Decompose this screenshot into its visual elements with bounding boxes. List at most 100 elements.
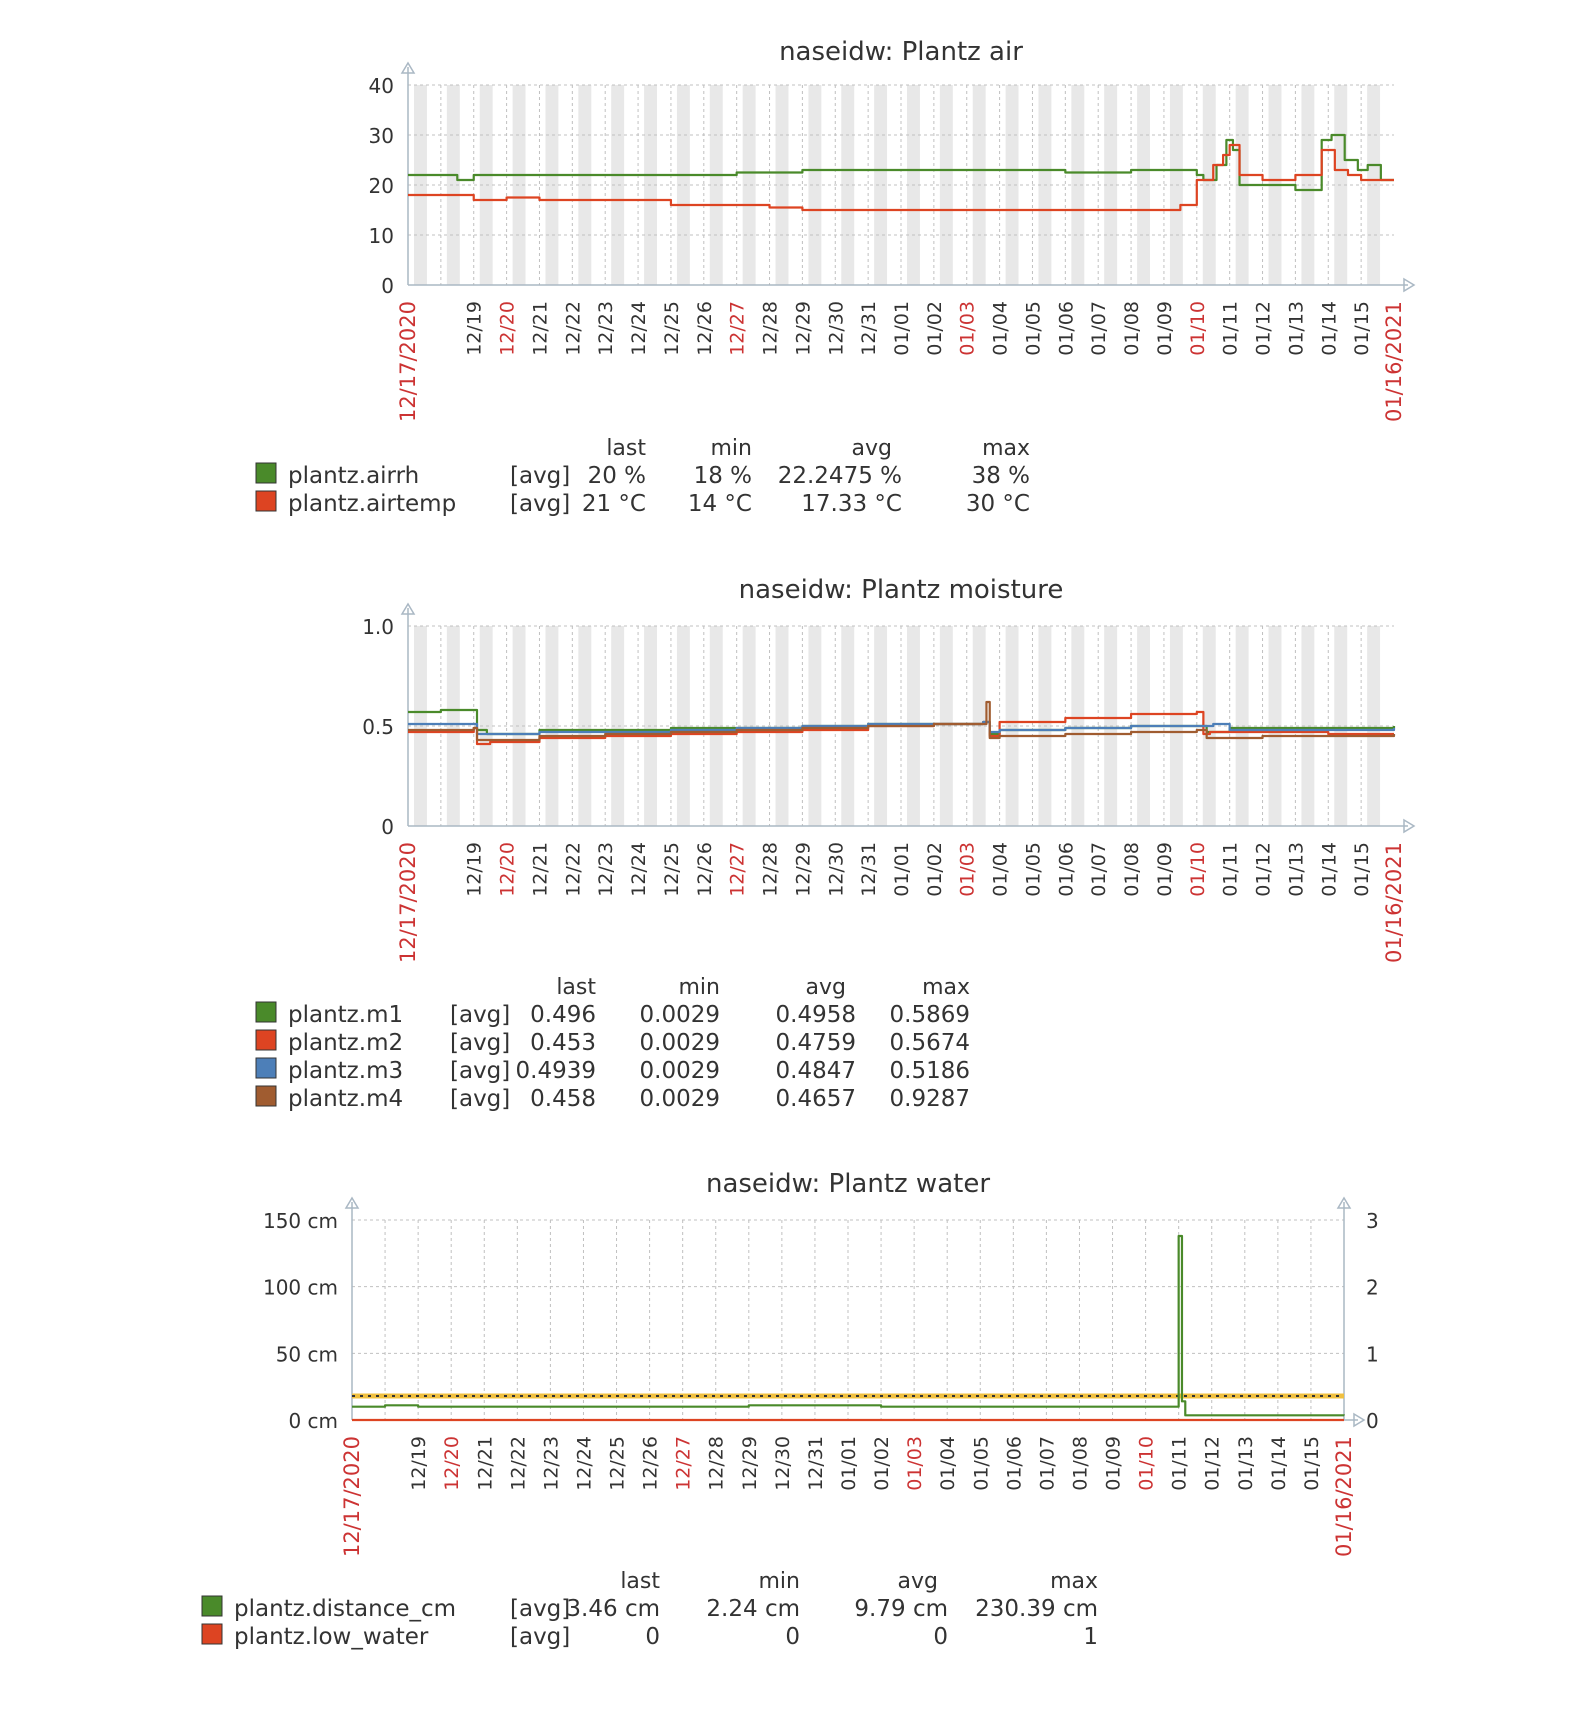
legend-swatch xyxy=(201,1595,223,1617)
x-tick-label: 01/06 xyxy=(1055,842,1077,897)
legend-min: 18 % xyxy=(694,463,752,489)
x-tick-label: 12/29 xyxy=(792,301,814,356)
legend-header: min xyxy=(679,975,721,1000)
x-tick-label: 01/01 xyxy=(891,301,913,356)
x-tick-label: 01/01 xyxy=(838,1436,860,1491)
legend-name: plantz.distance_cm xyxy=(234,1596,456,1622)
legend-swatch xyxy=(255,1029,277,1051)
legend-swatch xyxy=(255,462,277,484)
x-tick-label: 01/11 xyxy=(1220,842,1242,897)
x-tick-label: 01/14 xyxy=(1268,1436,1290,1491)
x-tick-label: 12/31 xyxy=(858,301,880,356)
x-tick-label: 01/03 xyxy=(904,1436,926,1491)
x-tick-label: 12/24 xyxy=(573,1436,595,1491)
legend-swatch xyxy=(255,1085,277,1107)
legend-min: 0 xyxy=(785,1624,800,1650)
x-tick-label: 12/29 xyxy=(792,842,814,897)
x-tick-label: 12/22 xyxy=(507,1436,529,1491)
x-tick-label: 01/08 xyxy=(1121,842,1143,897)
x-tick-label: 01/05 xyxy=(1022,301,1044,356)
x-tick-label: 01/06 xyxy=(1003,1436,1025,1491)
legend-max: 38 % xyxy=(972,463,1030,489)
series-line-plantz.airtemp xyxy=(408,143,1394,212)
legend-swatch xyxy=(255,490,277,512)
legend-avg: 0.4657 xyxy=(776,1086,856,1112)
x-tick-label: 12/30 xyxy=(772,1436,794,1491)
x-tick-label: 01/02 xyxy=(924,301,946,356)
x-tick-label: 12/29 xyxy=(739,1436,761,1491)
x-tick-label: 01/04 xyxy=(990,301,1012,356)
x-tick-label: 12/30 xyxy=(825,301,847,356)
x-tick-label: 01/12 xyxy=(1202,1436,1224,1491)
x-tick-label: 12/27 xyxy=(727,842,749,897)
x-tick-label: 01/13 xyxy=(1235,1436,1257,1491)
legend-max: 0.5186 xyxy=(890,1058,970,1084)
legend-min: 0.0029 xyxy=(640,1086,720,1112)
x-tick-label: 12/26 xyxy=(640,1436,662,1491)
series-line-plantz.distance_cm xyxy=(352,1234,1346,1417)
y2-tick-label: 3 xyxy=(1366,1209,1379,1233)
axis-arrow-up-icon xyxy=(400,61,416,74)
x-tick-label: 01/11 xyxy=(1220,301,1242,356)
legend-max: 230.39 cm xyxy=(975,1596,1098,1622)
chart-title: naseidw: Plantz moisture xyxy=(739,575,1064,605)
legend-header: last xyxy=(556,975,596,1000)
x-tick-label: 12/23 xyxy=(540,1436,562,1491)
legend-max: 0.9287 xyxy=(890,1086,970,1112)
x-tick-label: 01/12 xyxy=(1253,301,1275,356)
chart-title: naseidw: Plantz water xyxy=(706,1169,990,1199)
legend-header: avg xyxy=(898,1569,938,1594)
day-band xyxy=(1268,626,1282,826)
legend-last: 0.496 xyxy=(530,1002,596,1028)
day-band xyxy=(545,626,559,826)
x-tick-label: 01/14 xyxy=(1318,842,1340,897)
x-tick-label: 01/07 xyxy=(1036,1436,1058,1491)
legend-name: plantz.m3 xyxy=(288,1058,403,1084)
legend-func: [avg] xyxy=(450,1030,510,1056)
legend-func: [avg] xyxy=(450,1002,510,1028)
legend-func: [avg] xyxy=(510,1596,570,1622)
x-tick-label: 12/17/2020 xyxy=(396,842,420,963)
x-tick-label: 12/20 xyxy=(497,301,519,356)
legend-header: avg xyxy=(852,436,892,461)
x-tick-label: 01/11 xyxy=(1169,1436,1191,1491)
x-tick-label: 12/31 xyxy=(805,1436,827,1491)
legend-last: 21 °C xyxy=(582,491,646,517)
x-tick-label: 12/22 xyxy=(562,842,584,897)
legend-header: max xyxy=(1050,1569,1098,1594)
x-tick-label: 01/03 xyxy=(957,301,979,356)
x-tick-label: 01/10 xyxy=(1187,301,1209,356)
axis-arrow-right-icon xyxy=(1403,818,1416,834)
legend-header: max xyxy=(982,436,1030,461)
x-tick-label: 12/23 xyxy=(595,842,617,897)
x-tick-label: 12/27 xyxy=(727,301,749,356)
x-tick-label: 12/17/2020 xyxy=(340,1436,364,1557)
legend-avg: 17.33 °C xyxy=(801,491,902,517)
chart-title: naseidw: Plantz air xyxy=(779,37,1023,67)
x-tick-label: 12/27 xyxy=(673,1436,695,1491)
y2-tick-label: 1 xyxy=(1366,1342,1379,1366)
x-tick-label: 01/03 xyxy=(957,842,979,897)
y-tick-label: 1.0 xyxy=(362,615,394,639)
x-tick-label: 01/16/2021 xyxy=(1382,842,1406,963)
legend-func: [avg] xyxy=(510,491,570,517)
legend-last: 0.458 xyxy=(530,1086,596,1112)
legend-avg: 0.4958 xyxy=(776,1002,856,1028)
day-band xyxy=(1367,626,1381,826)
day-band xyxy=(1301,626,1315,826)
x-tick-label: 12/25 xyxy=(661,842,683,897)
x-tick-label: 01/09 xyxy=(1154,301,1176,356)
legend-func: [avg] xyxy=(510,1624,570,1650)
legend-avg: 0.4759 xyxy=(776,1030,856,1056)
y-tick-label: 0 xyxy=(381,274,394,298)
y-tick-label: 0 xyxy=(381,815,394,839)
series-line-plantz.m4 xyxy=(408,700,1396,742)
y-tick-label: 150 cm xyxy=(263,1209,338,1233)
x-tick-label: 01/09 xyxy=(1103,1436,1125,1491)
x-tick-label: 01/14 xyxy=(1318,301,1340,356)
legend-name: plantz.airtemp xyxy=(288,491,456,517)
x-tick-label: 01/15 xyxy=(1301,1436,1323,1491)
x-tick-label: 01/16/2021 xyxy=(1382,301,1406,422)
legend-header: max xyxy=(922,975,970,1000)
